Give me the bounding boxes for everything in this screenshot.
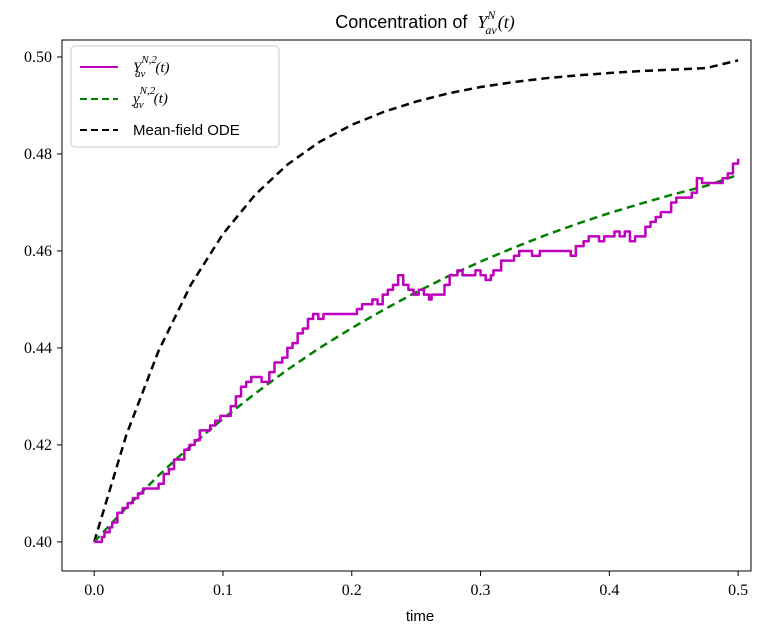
legend: YN,2 av (t) yN,2 av (t) Mean-field ODE [70, 45, 280, 148]
chart-title-sup: N [486, 8, 496, 22]
legend-entry-mean-field: Mean-field ODE [133, 122, 240, 139]
chart-title: Concentration of YN av(t) [335, 8, 514, 37]
y-tick-label: 0.44 [24, 340, 52, 357]
series-line-mean-field [92, 59, 739, 543]
x-axis-label: time [406, 608, 434, 625]
plot-area [92, 59, 740, 544]
legend-entry-Y: YN,2 av (t) [133, 54, 170, 80]
series-line-y-deterministic [93, 173, 739, 543]
y-tick-label: 0.46 [24, 243, 52, 260]
chart-title-var: Y [477, 12, 489, 32]
axis-ticks: 0.0 0.1 0.2 0.3 0.4 0.5 0.40 0.42 0.44 0.46 0.48 0.… [24, 49, 748, 599]
x-tick-label: 0.0 [84, 582, 104, 599]
y-tick-label: 0.48 [24, 146, 52, 163]
chart-title-prefix: Concentration of [335, 12, 468, 32]
plot-frame [61, 39, 752, 572]
x-tick-label: 0.4 [599, 582, 619, 599]
x-tick-label: 0.5 [728, 582, 748, 599]
chart-title-arg: (t) [498, 12, 515, 33]
y-tick-label: 0.50 [24, 49, 52, 66]
legend-box [70, 45, 280, 148]
series-line-Y-stochastic [94, 158, 740, 544]
y-tick-label: 0.40 [24, 534, 52, 551]
x-tick-label: 0.2 [342, 582, 362, 599]
chart-title-sub: av [485, 23, 497, 37]
x-tick-label: 0.3 [471, 582, 491, 599]
x-tick-label: 0.1 [213, 582, 233, 599]
y-tick-label: 0.42 [24, 437, 52, 454]
legend-entry-y: yN,2 av (t) [131, 85, 168, 111]
